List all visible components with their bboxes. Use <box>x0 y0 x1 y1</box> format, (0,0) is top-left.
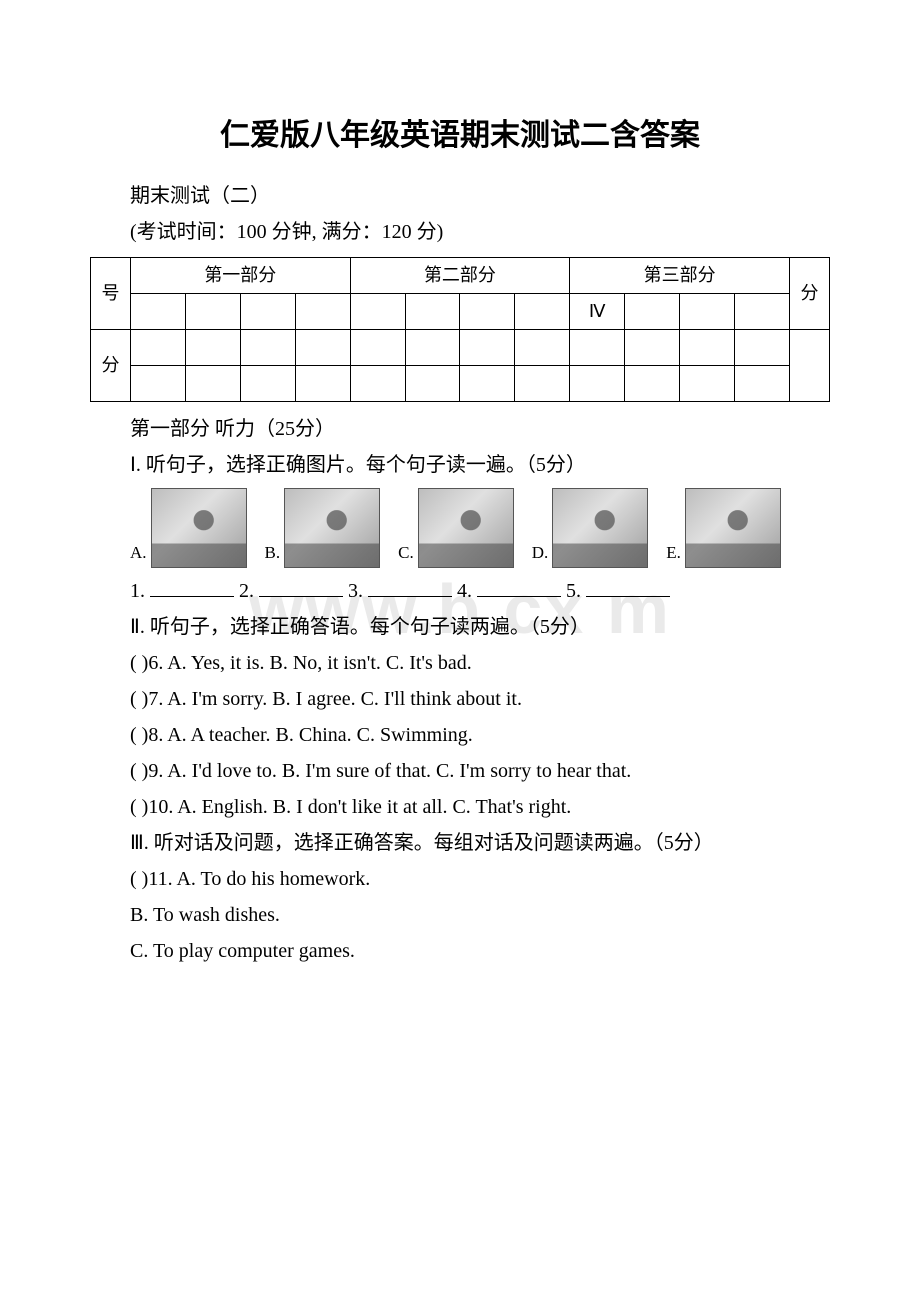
row-label-hao: 号 <box>91 258 131 330</box>
blank-underline <box>259 577 343 597</box>
row-label-fen: 分 <box>91 330 131 402</box>
page-title: 仁爱版八年级英语期末测试二含答案 <box>90 110 830 161</box>
score-cell <box>240 330 295 366</box>
score-cell <box>570 330 625 366</box>
score-cell <box>350 366 405 402</box>
sub-cell <box>734 294 789 330</box>
subtitle: 期末测试（二） <box>90 179 830 213</box>
part1-header: 第一部分 <box>131 258 351 294</box>
pic-label: E. <box>666 539 681 568</box>
score-cell <box>515 330 570 366</box>
q7: ( )7. A. I'm sorry. B. I agree. C. I'll … <box>90 682 830 716</box>
score-cell <box>295 330 350 366</box>
picture-item-e: E. <box>666 488 781 568</box>
picture-placeholder <box>685 488 781 568</box>
score-cell <box>625 330 680 366</box>
section-i-heading: Ⅰ. 听句子，选择正确图片。每个句子读一遍。（5分） <box>90 448 830 482</box>
score-cell <box>295 366 350 402</box>
sub-cell <box>295 294 350 330</box>
score-cell <box>350 330 405 366</box>
sub-cell <box>405 294 460 330</box>
picture-item-d: D. <box>532 488 649 568</box>
q8: ( )8. A. A teacher. B. China. C. Swimmin… <box>90 718 830 752</box>
pic-label: B. <box>265 539 281 568</box>
sub-cell <box>350 294 405 330</box>
score-total-cell <box>790 330 830 402</box>
score-cell <box>515 366 570 402</box>
score-cell <box>131 366 186 402</box>
part1-heading: 第一部分 听力（25分） <box>90 412 830 446</box>
score-cell <box>570 366 625 402</box>
picture-placeholder <box>284 488 380 568</box>
score-cell <box>625 366 680 402</box>
score-table: 号 第一部分 第二部分 第三部分 分 Ⅳ 分 <box>90 257 830 402</box>
blank-num-4: 4. <box>457 580 472 602</box>
q6: ( )6. A. Yes, it is. B. No, it isn't. C.… <box>90 646 830 680</box>
section-ii-heading: Ⅱ. 听句子，选择正确答语。每个句子读两遍。（5分） <box>90 610 830 644</box>
blank-num-2: 2. <box>239 580 254 602</box>
score-cell <box>185 330 240 366</box>
sub-cell <box>625 294 680 330</box>
picture-row: A. B. C. D. E. <box>130 488 830 568</box>
blank-num-5: 5. <box>566 580 581 602</box>
score-cell <box>460 366 515 402</box>
section-iii-heading: Ⅲ. 听对话及问题，选择正确答案。每组对话及问题读两遍。（5分） <box>90 826 830 860</box>
q10: ( )10. A. English. B. I don't like it at… <box>90 790 830 824</box>
blank-underline <box>477 577 561 597</box>
pic-label: D. <box>532 539 549 568</box>
pic-label: C. <box>398 539 414 568</box>
score-cell <box>734 366 789 402</box>
part2-header: 第二部分 <box>350 258 570 294</box>
score-cell <box>734 330 789 366</box>
picture-item-b: B. <box>265 488 381 568</box>
blank-num-1: 1. <box>130 580 145 602</box>
part3-header: 第三部分 <box>570 258 790 294</box>
score-cell <box>240 366 295 402</box>
score-cell <box>460 330 515 366</box>
sub-cell <box>131 294 186 330</box>
blank-num-3: 3. <box>348 580 363 602</box>
sub-cell <box>680 294 735 330</box>
score-cell <box>405 330 460 366</box>
blank-underline <box>586 577 670 597</box>
blank-underline <box>150 577 234 597</box>
picture-placeholder <box>418 488 514 568</box>
score-cell <box>405 366 460 402</box>
picture-placeholder <box>552 488 648 568</box>
document-content: 仁爱版八年级英语期末测试二含答案 期末测试（二） (考试时间：100 分钟, 满… <box>90 110 830 968</box>
pic-label: A. <box>130 539 147 568</box>
q11-a: ( )11. A. To do his homework. <box>90 862 830 896</box>
score-cell <box>680 330 735 366</box>
sub-cell <box>240 294 295 330</box>
q11-b: B. To wash dishes. <box>90 898 830 932</box>
q9: ( )9. A. I'd love to. B. I'm sure of tha… <box>90 754 830 788</box>
picture-item-c: C. <box>398 488 514 568</box>
blank-underline <box>368 577 452 597</box>
score-cell <box>680 366 735 402</box>
sub-cell <box>515 294 570 330</box>
total-col: 分 <box>790 258 830 330</box>
score-cell <box>131 330 186 366</box>
sub-cell <box>185 294 240 330</box>
q11-c: C. To play computer games. <box>90 934 830 968</box>
picture-item-a: A. <box>130 488 247 568</box>
picture-placeholder <box>151 488 247 568</box>
blank-answer-line: 1. 2. 3. 4. 5. <box>90 574 830 608</box>
score-cell <box>185 366 240 402</box>
sub-cell-iv: Ⅳ <box>570 294 625 330</box>
exam-info: (考试时间：100 分钟, 满分：120 分) <box>90 215 830 249</box>
sub-cell <box>460 294 515 330</box>
